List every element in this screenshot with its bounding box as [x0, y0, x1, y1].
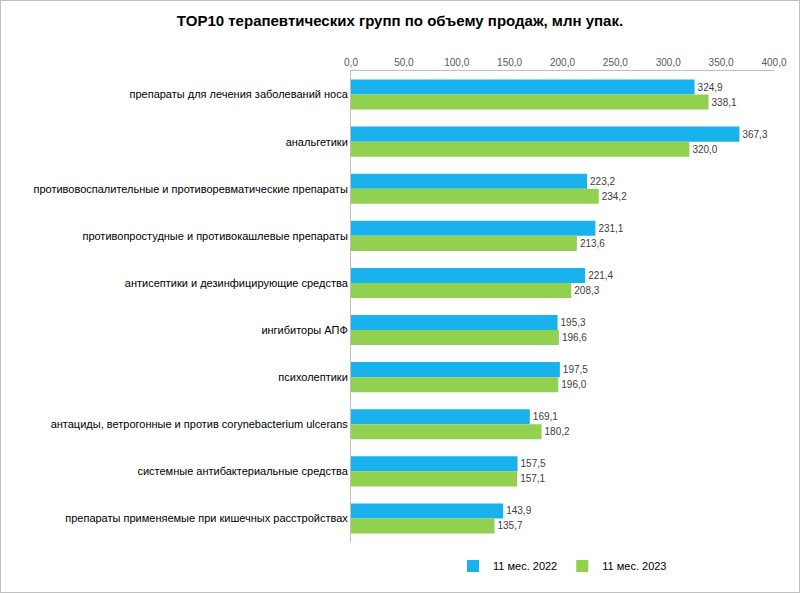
- svg-text:системные антибактериальные ср: системные антибактериальные средства: [137, 465, 348, 477]
- svg-text:0,0: 0,0: [344, 57, 358, 68]
- svg-text:195,3: 195,3: [561, 317, 586, 328]
- svg-text:234,2: 234,2: [602, 191, 627, 202]
- svg-text:препараты для лечения заболева: препараты для лечения заболеваний носа: [129, 88, 348, 100]
- svg-text:100,0: 100,0: [444, 57, 469, 68]
- svg-text:TOP10 терапевтических групп по: TOP10 терапевтических групп по объему пр…: [177, 12, 623, 29]
- svg-text:338,1: 338,1: [712, 97, 737, 108]
- svg-text:противовоспалительные и против: противовоспалительные и противоревматиче…: [33, 183, 347, 195]
- svg-text:196,0: 196,0: [561, 379, 586, 390]
- svg-text:157,5: 157,5: [521, 458, 546, 469]
- svg-text:400,0: 400,0: [761, 57, 786, 68]
- svg-text:320,0: 320,0: [692, 144, 717, 155]
- svg-text:324,9: 324,9: [698, 82, 723, 93]
- svg-text:50,0: 50,0: [394, 57, 414, 68]
- svg-text:143,9: 143,9: [506, 505, 531, 516]
- svg-text:препараты применяемые при кише: препараты применяемые при кишечных расст…: [65, 512, 348, 524]
- svg-text:367,3: 367,3: [742, 129, 767, 140]
- svg-text:150,0: 150,0: [497, 57, 522, 68]
- svg-text:противопростудные и противокаш: противопростудные и противокашлевые преп…: [82, 230, 347, 242]
- svg-text:231,1: 231,1: [598, 223, 623, 234]
- svg-text:135,7: 135,7: [498, 520, 523, 531]
- svg-text:200,0: 200,0: [550, 57, 575, 68]
- svg-text:197,5: 197,5: [563, 364, 588, 375]
- svg-text:180,2: 180,2: [545, 426, 570, 437]
- svg-text:антисептики и дезинфицирующие: антисептики и дезинфицирующие средства: [125, 277, 349, 289]
- svg-text:300,0: 300,0: [656, 57, 681, 68]
- svg-text:антациды, ветрогонные и против: антациды, ветрогонные и против corynebac…: [51, 418, 349, 430]
- svg-text:223,2: 223,2: [590, 176, 615, 187]
- svg-text:250,0: 250,0: [603, 57, 628, 68]
- svg-text:169,1: 169,1: [533, 411, 558, 422]
- svg-text:213,6: 213,6: [580, 238, 605, 249]
- svg-text:11 мес. 2022: 11 мес. 2022: [493, 560, 557, 572]
- svg-text:221,4: 221,4: [588, 270, 613, 281]
- svg-text:11 мес. 2023: 11 мес. 2023: [602, 560, 666, 572]
- svg-text:196,6: 196,6: [562, 332, 587, 343]
- svg-text:психолептики: психолептики: [278, 371, 348, 383]
- svg-text:350,0: 350,0: [709, 57, 734, 68]
- svg-text:анальгетики: анальгетики: [286, 136, 348, 148]
- svg-text:208,3: 208,3: [574, 285, 599, 296]
- svg-text:ингибиторы АПФ: ингибиторы АПФ: [261, 324, 347, 336]
- svg-text:157,1: 157,1: [520, 473, 545, 484]
